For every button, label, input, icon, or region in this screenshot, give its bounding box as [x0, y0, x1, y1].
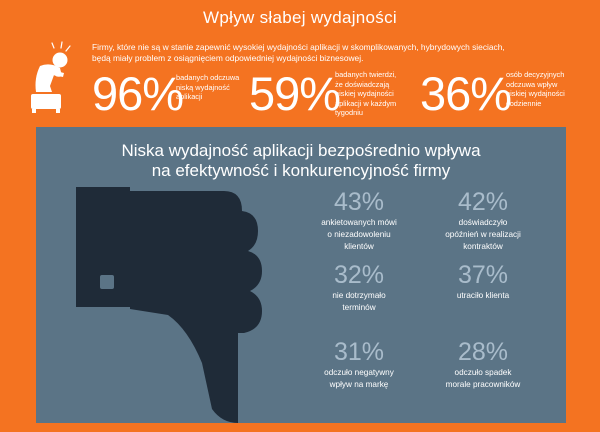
metric-value: 28% [457, 338, 509, 366]
metric-label: odczuło spadek morale pracowników [423, 367, 543, 391]
metric-value: 37% [457, 261, 509, 289]
metric-label-line: terminów [342, 303, 376, 312]
intro-line: Firmy, które nie są w stanie zapewnić wy… [92, 42, 505, 52]
metric-label: ankietowanych mówi o niezadowoleniu klie… [299, 217, 419, 253]
metric-label-line: odczuło negatywny [324, 368, 394, 377]
thumbs-down-icon [76, 187, 262, 423]
metric-label-line: wpływ na markę [329, 380, 389, 389]
metric-label-line: doświadczyło [458, 218, 508, 227]
panel-title: Niska wydajność aplikacji bezpośrednio w… [36, 141, 566, 181]
impact-panel: Niska wydajność aplikacji bezpośrednio w… [36, 127, 566, 423]
metric-label-line: opóźnień w realizacji [445, 230, 521, 239]
stat-36: 36% osób decyzyjnych odczuwa wpływ niski… [420, 66, 590, 126]
metric-label-line: klientów [344, 242, 374, 251]
stat-description: badanych odczuwa niską wydajność aplikac… [176, 73, 239, 102]
stat-desc-line: badanych odczuwa [176, 73, 240, 82]
stat-value: 96% [92, 67, 184, 120]
metric-43: 43% ankietowanych mówi o niezadowoleniu … [299, 187, 419, 253]
metric-label-line: utraciło klienta [456, 291, 510, 300]
stat-desc-line: że doświadczają [335, 79, 390, 89]
panel-title-line: Niska wydajność aplikacji bezpośrednio w… [121, 141, 481, 160]
metric-label-line: nie dotrzymało [332, 291, 386, 300]
stat-59: 59% badanych twierdzi, że doświadczają n… [249, 66, 419, 126]
metric-label-line: odczuło spadek [454, 368, 512, 377]
stat-description: osób decyzyjnych odczuwa wpływ niskiej w… [506, 70, 565, 108]
stat-desc-line: codziennie [506, 98, 542, 108]
panel-title-line: na efektywność i konkurencyjność firmy [151, 161, 451, 180]
metric-label: nie dotrzymało terminów [299, 290, 419, 314]
metric-value: 32% [333, 261, 385, 289]
stat-desc-line: aplikacji [176, 92, 203, 101]
stat-description: badanych twierdzi, że doświadczają niski… [335, 70, 396, 118]
metric-value: 42% [457, 188, 509, 216]
metric-label-line: ankietowanych mówi [321, 218, 397, 227]
metric-label-line: o niezadowoleniu [327, 230, 391, 239]
stat-desc-line: niskiej wydajności [335, 89, 394, 98]
intro-text: Firmy, które nie są w stanie zapewnić wy… [92, 42, 532, 64]
metric-32: 32% nie dotrzymało terminów [299, 260, 419, 314]
stat-value: 59% [249, 67, 341, 120]
page-title: Wpływ słabej wydajności [203, 8, 397, 27]
metric-31: 31% odczuło negatywny wpływ na markę [299, 337, 419, 391]
stat-desc-line: tygodniu [335, 108, 363, 117]
metric-42: 42% doświadczyło opóźnień w realizacji k… [423, 187, 543, 253]
metric-label: doświadczyło opóźnień w realizacji kontr… [423, 217, 543, 253]
stat-desc-line: badanych twierdzi, [335, 70, 397, 79]
metric-value: 31% [333, 338, 385, 366]
metric-28: 28% odczuło spadek morale pracowników [423, 337, 543, 391]
stat-desc-line: niskiej wydajności [506, 89, 565, 98]
metric-label: utraciło klienta [423, 290, 543, 302]
stat-desc-line: aplikacji w każdym [335, 98, 397, 108]
stat-desc-line: niską wydajność [176, 82, 230, 92]
metric-label-line: morale pracowników [445, 380, 521, 389]
metric-label-line: kontraktów [463, 242, 503, 251]
stat-value: 36% [420, 67, 512, 120]
stat-desc-line: odczuwa wpływ [506, 79, 558, 89]
intro-line: będą miały problem z osiągnięciem odpowi… [92, 53, 364, 63]
stat-desc-line: osób decyzyjnych [506, 70, 565, 79]
frustrated-person-icon [31, 41, 71, 113]
metric-37: 37% utraciło klienta [423, 260, 543, 302]
stat-96: 96% badanych odczuwa niską wydajność apl… [92, 66, 242, 126]
metric-value: 43% [333, 188, 385, 216]
metric-label: odczuło negatywny wpływ na markę [299, 367, 419, 391]
